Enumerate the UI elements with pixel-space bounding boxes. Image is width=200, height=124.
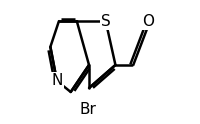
- Text: O: O: [142, 14, 154, 29]
- Text: Br: Br: [79, 102, 96, 117]
- Text: N: N: [51, 73, 62, 88]
- Text: S: S: [100, 14, 110, 29]
